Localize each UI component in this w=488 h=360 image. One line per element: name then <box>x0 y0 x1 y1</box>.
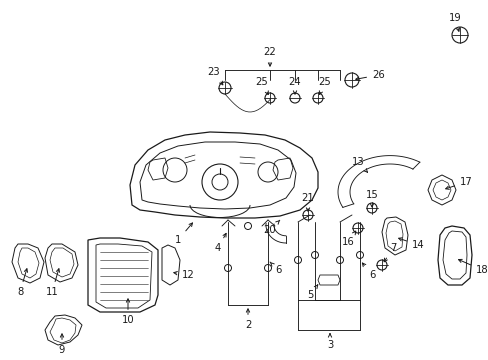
Text: 3: 3 <box>326 334 332 350</box>
Text: 18: 18 <box>458 259 488 275</box>
Text: 6: 6 <box>362 263 374 280</box>
Text: 9: 9 <box>59 334 65 355</box>
Text: 21: 21 <box>301 193 314 211</box>
Text: 4: 4 <box>214 233 225 253</box>
Text: 2: 2 <box>244 309 251 330</box>
Text: 25: 25 <box>318 77 331 94</box>
Text: 8: 8 <box>17 269 27 297</box>
Text: 16: 16 <box>341 231 355 247</box>
Text: 17: 17 <box>445 177 472 189</box>
Text: 5: 5 <box>306 285 317 300</box>
Text: 20: 20 <box>263 220 279 235</box>
Text: 14: 14 <box>398 238 424 250</box>
Text: 22: 22 <box>263 47 276 66</box>
Text: 19: 19 <box>447 13 461 31</box>
Text: 11: 11 <box>45 269 60 297</box>
Text: 6: 6 <box>269 262 281 275</box>
Text: 24: 24 <box>288 77 301 94</box>
Text: 7: 7 <box>384 243 396 262</box>
Text: 25: 25 <box>255 77 268 95</box>
Text: 23: 23 <box>207 67 223 85</box>
Text: 12: 12 <box>173 270 194 280</box>
Text: 15: 15 <box>365 190 378 207</box>
Text: 13: 13 <box>351 157 366 172</box>
Text: 10: 10 <box>122 299 134 325</box>
Text: 26: 26 <box>355 70 384 80</box>
Text: 1: 1 <box>174 223 192 245</box>
